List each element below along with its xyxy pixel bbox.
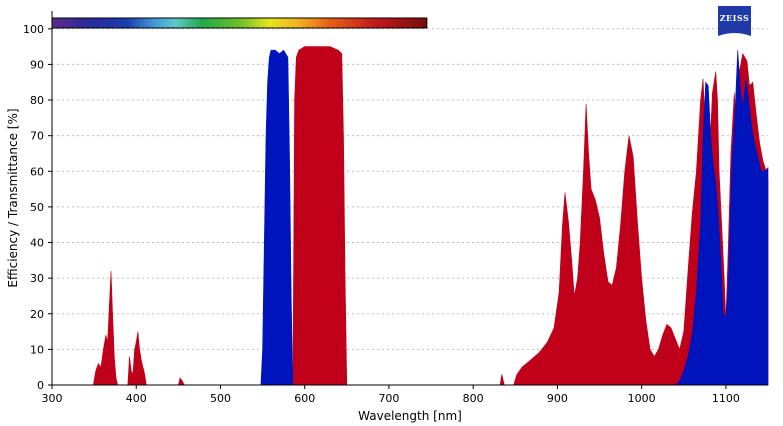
- x-tick-label: 800: [463, 392, 484, 405]
- y-tick-label: 0: [37, 379, 44, 392]
- y-tick-label: 100: [23, 23, 44, 36]
- y-tick-label: 70: [30, 130, 44, 143]
- x-tick-label: 400: [126, 392, 147, 405]
- y-tick-label: 40: [30, 237, 44, 250]
- y-tick-label: 60: [30, 165, 44, 178]
- ticks: 0 10 20 30 40 50 60 70 80 90 100 300 400 500 600 700 800…: [23, 23, 740, 405]
- grid: [52, 28, 768, 350]
- y-tick-label: 90: [30, 58, 44, 71]
- x-tick-label: 1000: [628, 392, 656, 405]
- x-tick-label: 500: [210, 392, 231, 405]
- series-area-1: [92, 46, 769, 386]
- x-axis-title: Wavelength [nm]: [358, 409, 462, 423]
- series-area-2: [260, 49, 769, 386]
- zeiss-logo: ZEISS: [718, 6, 751, 36]
- y-tick-label: 10: [30, 343, 44, 356]
- y-axis-title: Efficiency / Transmittance [%]: [6, 108, 20, 287]
- svg-text:ZEISS: ZEISS: [720, 13, 750, 23]
- y-tick-label: 80: [30, 94, 44, 107]
- x-tick-label: 900: [547, 392, 568, 405]
- x-tick-label: 1100: [712, 392, 740, 405]
- x-tick-label: 700: [378, 392, 399, 405]
- spectrum-bar: [51, 17, 428, 29]
- y-tick-label: 50: [30, 201, 44, 214]
- x-tick-label: 300: [42, 392, 63, 405]
- x-tick-label: 600: [294, 392, 315, 405]
- y-tick-label: 30: [30, 272, 44, 285]
- y-tick-label: 20: [30, 308, 44, 321]
- series-layer: [92, 46, 769, 386]
